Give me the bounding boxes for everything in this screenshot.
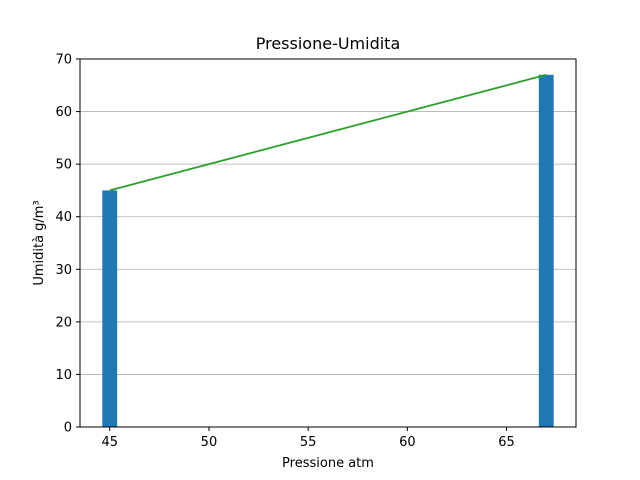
x-tick-label: 50 (201, 435, 218, 450)
y-tick-label: 10 (55, 368, 72, 383)
chart-title: Pressione-Umidita (256, 34, 401, 53)
y-tick-label: 70 (55, 53, 72, 68)
y-tick-label: 60 (55, 105, 72, 120)
trend-line (109, 73, 547, 192)
y-tick-label: 40 (55, 210, 72, 225)
y-axis-label: Umidità g/m³ (32, 200, 47, 285)
x-tick-label: 55 (300, 435, 317, 450)
y-gridlines (80, 111, 576, 375)
x-tick-label: 65 (498, 435, 515, 450)
x-tick-label: 60 (399, 435, 416, 450)
trend-line-group (109, 73, 547, 192)
y-tick-label: 20 (55, 315, 72, 330)
bars (102, 74, 554, 428)
x-axis-label: Pressione atm (282, 456, 374, 471)
x-tick-label: 45 (101, 435, 118, 450)
y-tick-label: 30 (55, 263, 72, 278)
bar (102, 190, 118, 427)
bar (538, 74, 554, 428)
y-tick-label: 50 (55, 158, 72, 173)
y-tick-label: 0 (64, 421, 72, 436)
plot-frame (79, 58, 577, 428)
y-axis-ticks: 0 10 20 30 40 50 60 70 (55, 53, 80, 436)
x-axis-ticks: 45 50 55 60 65 (101, 427, 515, 450)
